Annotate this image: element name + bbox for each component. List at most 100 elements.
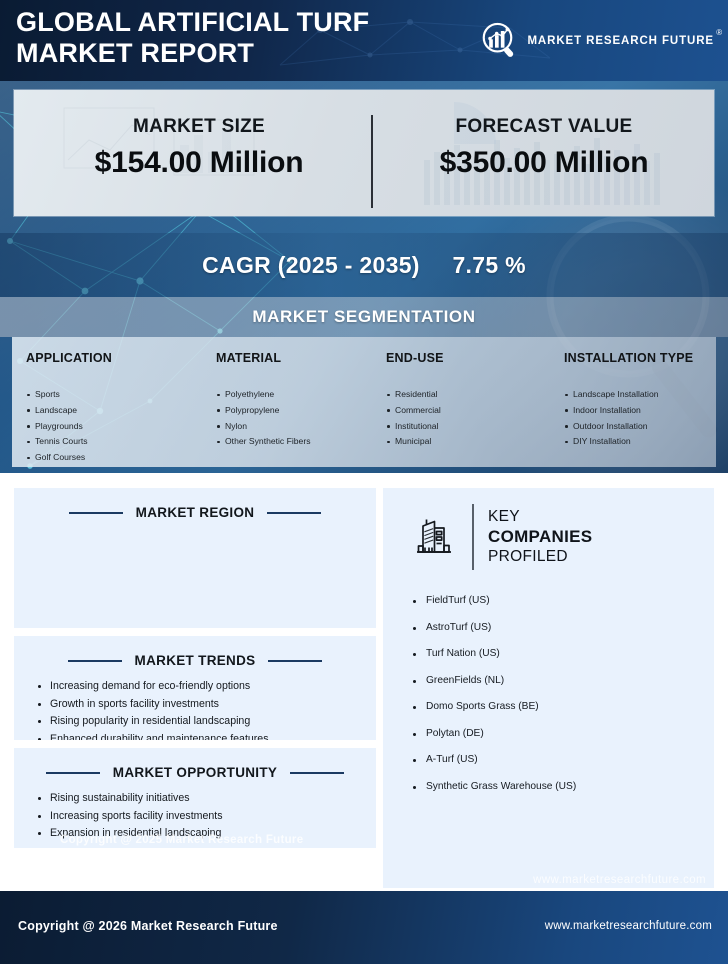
segment-heading: APPLICATION [26,351,112,365]
key-companies-list: FieldTurf (US) AstroTurf (US) Turf Natio… [383,588,714,800]
list-item: AstroTurf (US) [413,615,704,642]
watermark-copyright: Copyright @ 2025 Market Research Future [60,834,304,846]
list-item: Rising popularity in residential landsca… [38,713,364,731]
magnifier-bar-chart-icon [483,22,514,57]
cagr-text: CAGR (2025 - 2035) 7.75 % [202,252,526,279]
market-opportunity-title: MARKET OPPORTUNITY [112,765,278,780]
page-footer: Copyright @ 2026 Market Research Future … [0,891,728,964]
rule-left [68,511,123,514]
segmentation-column-material: MATERIAL Polyethylene Polypropylene Nylo… [202,337,372,467]
key-companies-title-line1: KEY [488,508,520,525]
rule-left [67,659,122,662]
page-title: GLOBAL ARTIFICIAL TURF MARKET REPORT [16,7,370,68]
market-region-panel: MARKET REGION [14,488,376,628]
hero-section: MARKET SIZE $154.00 Million FORECAST VAL… [0,81,728,473]
list-item: Synthetic Grass Warehouse (US) [413,774,704,801]
list-item: Polytan (DE) [413,721,704,748]
list-item: Expansion in residential landscaping [38,825,364,843]
page-header: GLOBAL ARTIFICIAL TURF MARKET REPORT MAR… [0,0,728,81]
segment-item: Residential [386,387,544,403]
stats-card: MARKET SIZE $154.00 Million FORECAST VAL… [14,90,714,216]
market-trends-panel: MARKET TRENDS Increasing demand for eco-… [14,636,376,740]
segment-item: Polyethylene [216,387,366,403]
cagr-label: CAGR (2025 - 2035) [202,251,420,278]
brand-logo-text: MARKET RESEARCH FUTURE ® [527,28,722,47]
segment-item: Playgrounds [26,419,196,435]
watermark-website: www.marketresearchfuture.com [533,874,706,886]
key-companies-divider [472,504,474,570]
segment-item: Landscape [26,403,196,419]
market-size-label: MARKET SIZE [132,116,266,137]
segment-item: Polypropylene [216,403,366,419]
market-trends-list: Increasing demand for eco-friendly optio… [14,678,376,740]
list-item: GreenFields (NL) [413,668,704,695]
list-item: Turf Nation (US) [413,641,704,668]
faint-chart-decoration-right [424,102,660,205]
rule-right [267,511,322,514]
forecast-value-value: $350.00 Million [439,146,649,179]
segment-item: Municipal [386,434,544,450]
segment-list: Residential Commercial Institutional Mun… [386,387,544,450]
header-plexus-decoration [279,19,551,66]
segment-item: DIY Installation [564,434,710,450]
segment-list: Sports Landscape Playgrounds Tennis Cour… [26,387,196,466]
market-region-title: MARKET REGION [135,505,255,520]
rule-left [45,771,100,774]
rule-right [290,771,345,774]
registered-mark-icon: ® [716,28,723,37]
market-segmentation-title: MARKET SEGMENTATION [252,307,476,326]
list-item: FieldTurf (US) [413,588,704,615]
lower-section: MARKET REGION MARKET TRENDS Increasing d… [0,473,728,891]
segmentation-column-application: APPLICATION Sports Landscape Playgrounds… [12,337,202,467]
market-opportunity-panel: MARKET OPPORTUNITY Rising sustainability… [14,748,376,848]
key-companies-header: KEY COMPANIES PROFILED [383,488,714,570]
segment-heading: END-USE [386,351,444,365]
list-item: Rising sustainability initiatives [38,790,364,808]
segmentation-column-installation-type: INSTALLATION TYPE Landscape Installation… [550,337,716,467]
segmentation-column-end-use: END-USE Residential Commercial Instituti… [372,337,550,467]
segment-item: Indoor Installation [564,403,710,419]
brand-logo[interactable]: MARKET RESEARCH FUTURE ® [480,20,722,62]
list-item: Enhanced durability and maintenance feat… [38,731,364,740]
segment-list: Polyethylene Polypropylene Nylon Other S… [216,387,366,450]
segment-item: Institutional [386,419,544,435]
market-segmentation-band: MARKET SEGMENTATION [0,297,728,337]
market-size-value: $154.00 Million [94,146,304,179]
key-companies-title: KEY COMPANIES PROFILED [488,507,592,567]
list-item: Growth in sports facility investments [38,696,364,714]
market-opportunity-title-row: MARKET OPPORTUNITY [14,748,376,780]
forecast-value-stat: FORECAST VALUE $350.00 Million [384,116,704,180]
rule-right [268,659,323,662]
segment-item: Outdoor Installation [564,419,710,435]
forecast-value-label: FORECAST VALUE [455,116,633,137]
cagr-value: 7.75 % [452,251,526,278]
faint-chart-decoration-left [63,107,255,176]
list-item: Domo Sports Grass (BE) [413,694,704,721]
market-size-stat: MARKET SIZE $154.00 Million [54,116,344,180]
list-item: A-Turf (US) [413,747,704,774]
footer-website[interactable]: www.marketresearchfuture.com [544,920,712,932]
cagr-band: CAGR (2025 - 2035) 7.75 % [0,233,728,297]
key-companies-title-line2: COMPANIES [488,527,593,546]
brand-logo-label: MARKET RESEARCH FUTURE [527,35,714,47]
market-trends-title-row: MARKET TRENDS [14,636,376,668]
segment-item: Tennis Courts [26,434,196,450]
market-opportunity-list: Rising sustainability initiatives Increa… [14,790,376,843]
market-region-title-row: MARKET REGION [14,488,376,520]
segment-item: Landscape Installation [564,387,710,403]
segment-item: Sports [26,387,196,403]
segment-item: Golf Courses [26,450,196,466]
segment-item: Other Synthetic Fibers [216,434,366,450]
list-item: Increasing demand for eco-friendly optio… [38,678,364,696]
segment-heading: MATERIAL [216,351,282,365]
footer-copyright: Copyright @ 2026 Market Research Future [18,919,278,933]
key-companies-title-line3: PROFILED [488,548,568,565]
market-segmentation-columns: APPLICATION Sports Landscape Playgrounds… [12,337,716,467]
segment-list: Landscape Installation Indoor Installati… [564,387,710,450]
segment-heading: INSTALLATION TYPE [564,351,694,365]
segment-item: Commercial [386,403,544,419]
office-building-icon [417,519,451,553]
stats-divider [371,115,373,208]
key-companies-panel: KEY COMPANIES PROFILED FieldTurf (US) As… [383,488,714,888]
